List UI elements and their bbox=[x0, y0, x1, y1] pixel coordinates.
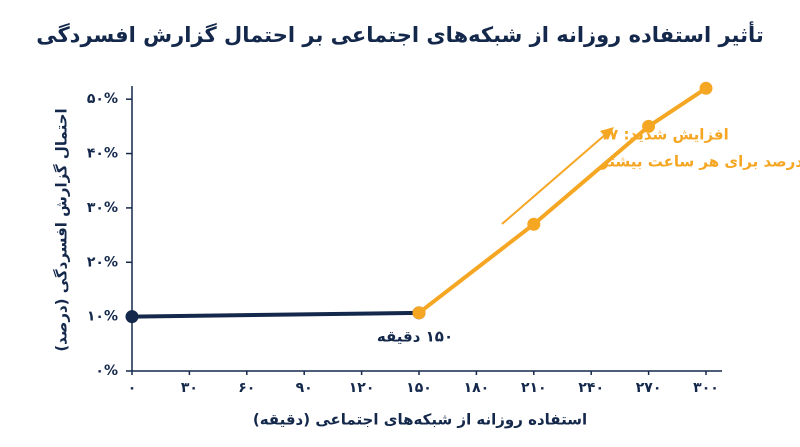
x-tick-label: ۱۵۰ bbox=[406, 380, 432, 396]
x-tick-label: ۳۰۰ bbox=[693, 380, 719, 396]
annotation: افزایش شدید: ۱۷ bbox=[600, 126, 729, 144]
y-tick-label: ۳۰% bbox=[87, 200, 118, 216]
annotation-arrow bbox=[501, 133, 607, 225]
point bbox=[642, 119, 656, 133]
x-tick-label: ۶۰ bbox=[238, 380, 255, 396]
line bbox=[131, 310, 420, 319]
x-tick-label: ۲۷۰ bbox=[636, 380, 662, 396]
x-axis-label: استفاده روزانه از شبکه‌های اجتماعی (دقیق… bbox=[253, 411, 587, 429]
chart-title: تأثیر استفاده روزانه از شبکه‌های اجتماعی… bbox=[36, 20, 764, 47]
x-tick-label: ۹۰ bbox=[296, 380, 313, 396]
point bbox=[699, 81, 713, 95]
x-tick-label: ۱۸۰ bbox=[464, 380, 490, 396]
x-tick-label: ۱۲۰ bbox=[349, 380, 375, 396]
y-tick-label: ۱۰% bbox=[87, 309, 118, 325]
x-tick-label: ۰ bbox=[128, 380, 137, 396]
line bbox=[417, 86, 708, 315]
x-tick-label: ۲۱۰ bbox=[521, 380, 547, 396]
y-tick-label: ۵۰% bbox=[87, 91, 118, 107]
x-tick-label: ۲۴۰ bbox=[578, 380, 604, 396]
annotation: ۱۵۰ دقیقه bbox=[377, 328, 453, 346]
y-axis-label: احتمال گزارش افسردگی (درصد) bbox=[53, 108, 71, 351]
point bbox=[125, 310, 139, 324]
point bbox=[412, 306, 426, 320]
y-tick-label: ۲۰% bbox=[87, 254, 118, 270]
annotation: درصد برای هر ساعت بیشتر bbox=[599, 153, 800, 171]
arrow-head bbox=[600, 127, 614, 140]
y-tick-label: ۴۰% bbox=[87, 146, 118, 162]
x-tick-label: ۳۰ bbox=[181, 380, 198, 396]
y-tick-label: ۰% bbox=[95, 363, 118, 379]
point bbox=[527, 217, 541, 231]
